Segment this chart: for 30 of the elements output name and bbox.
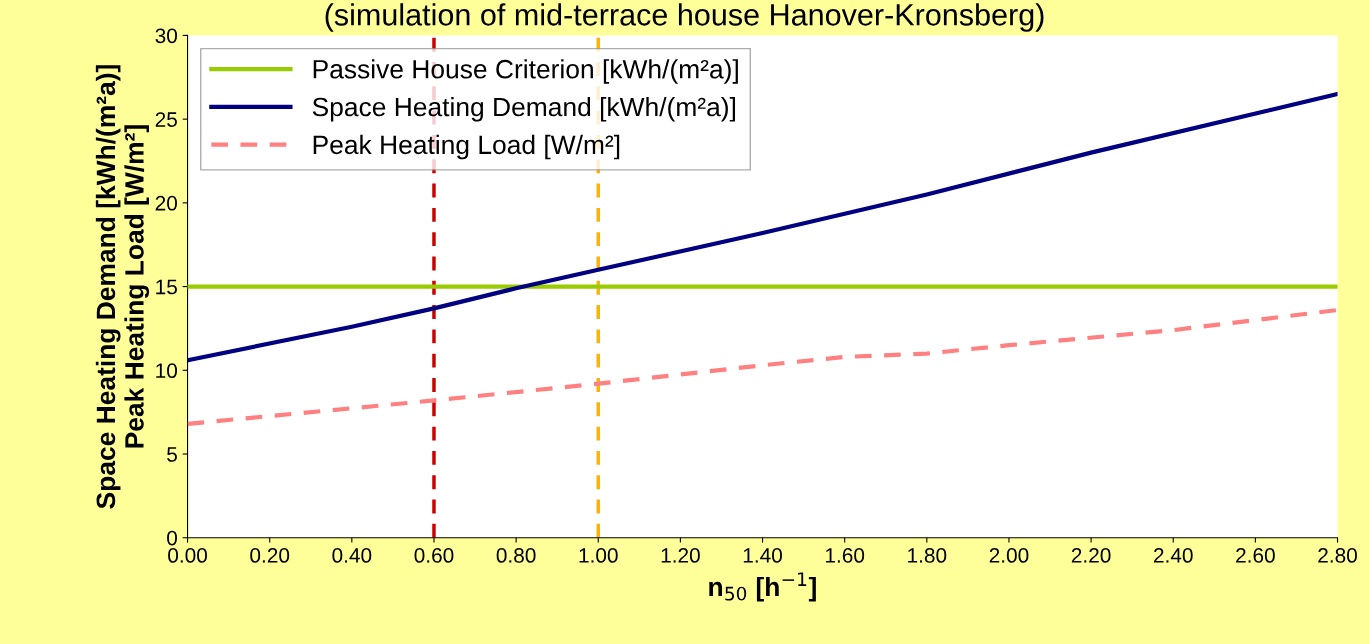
y-tick-label: 0: [167, 530, 178, 546]
y-tick-label: 10: [156, 363, 178, 379]
y-tick-label: 30: [155, 28, 178, 44]
line-series: [187, 91, 1338, 363]
x-tick-label: 1.20: [661, 548, 700, 563]
x-tick-label: 1.80: [908, 548, 947, 563]
x-tick-label: 2.40: [1154, 548, 1193, 563]
y-tick-label: 15: [156, 279, 177, 295]
x-axis-title: n$_{50}$ [h$^{−1}$]: [709, 572, 816, 602]
x-tick-label: 1.60: [825, 548, 865, 563]
line-series: [187, 307, 1338, 426]
x-tick-label: 2.60: [1236, 548, 1275, 563]
x-tick-label: 2.00: [989, 548, 1029, 563]
x-tick-label: 1.00: [579, 548, 618, 563]
legend-label: Peak Heating Load [W/m²]: [313, 134, 620, 160]
x-tick-label: 0.20: [250, 548, 290, 563]
legend-label: Space Heating Demand [kWh/(m²a)]: [312, 96, 736, 122]
x-tick-label: 0.00: [168, 548, 208, 563]
y-tick-label: 25: [155, 112, 177, 127]
legend-label: Passive House Criterion [kWh/(m²a)]: [313, 59, 738, 84]
y-tick-label: 20: [155, 195, 178, 211]
x-tick-label: 2.20: [1071, 548, 1111, 563]
x-tick-label: 2.80: [1318, 548, 1357, 563]
x-tick-label: 0.40: [332, 548, 372, 563]
x-tick-label: 0.60: [414, 548, 454, 563]
chart-title: (simulation of mid-terrace house Hanover-Kronsberg): [325, 3, 1044, 32]
x-tick-label: 0.80: [496, 548, 536, 563]
x-tick-label: 1.40: [743, 548, 782, 563]
y-axis-title: Space Heating Demand [kWh/(m²a)] Peak Heating Load [W/m²]: [95, 65, 150, 509]
y-tick-label: 5: [167, 447, 177, 462]
